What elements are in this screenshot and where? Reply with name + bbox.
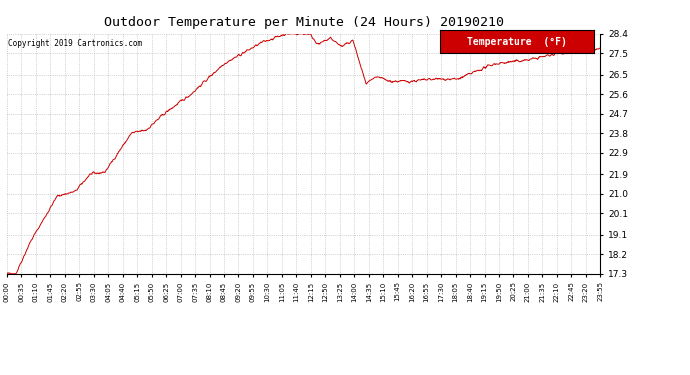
Title: Outdoor Temperature per Minute (24 Hours) 20190210: Outdoor Temperature per Minute (24 Hours… [104, 16, 504, 29]
Text: Copyright 2019 Cartronics.com: Copyright 2019 Cartronics.com [8, 39, 142, 48]
